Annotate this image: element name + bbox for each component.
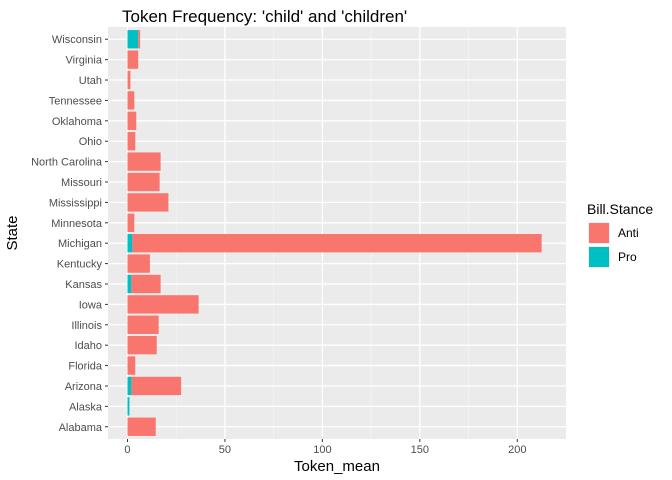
y-tick-label: Missouri (61, 177, 102, 189)
y-tick-label: Mississippi (49, 197, 102, 209)
y-tick-label: Arizona (65, 381, 103, 393)
bar-anti-virginia (127, 50, 139, 69)
x-axis-title: Token_mean (294, 458, 380, 475)
bar-anti-arizona (131, 376, 182, 396)
y-tick-label: Virginia (66, 55, 103, 67)
y-tick-label: Alabama (59, 422, 103, 434)
legend-label-anti: Anti (618, 226, 639, 240)
y-tick-label: Idaho (74, 340, 102, 352)
y-tick-label: Iowa (79, 299, 103, 311)
legend-swatch-anti (589, 223, 609, 243)
y-tick-label: Michigan (58, 238, 102, 250)
y-tick-label: Kentucky (57, 259, 103, 271)
legend: Bill.Stance Anti Pro (587, 201, 653, 268)
bars (127, 30, 542, 436)
y-tick-label: Utah (79, 75, 102, 87)
bar-anti-idaho (127, 336, 157, 355)
y-tick-label: North Carolina (31, 157, 103, 169)
bar-pro-alaska (127, 397, 130, 416)
bar-anti-wisconsin (138, 30, 141, 49)
bar-anti-alabama (127, 417, 156, 436)
x-axis: 0 50 100 150 200 (124, 439, 526, 456)
bar-anti-kansas (131, 274, 161, 294)
major-gridlines (108, 27, 566, 439)
y-axis-title: State (4, 215, 21, 250)
bar-pro-wisconsin (127, 30, 139, 49)
y-tick-label: Kansas (65, 279, 102, 291)
y-tick-label: Florida (68, 361, 103, 373)
x-tick-label: 200 (508, 444, 526, 456)
x-tick-label: 100 (313, 444, 331, 456)
y-tick-label: Illinois (71, 320, 102, 332)
bar-anti-minnesota (127, 213, 135, 232)
bar-anti-missouri (127, 172, 160, 192)
bar-anti-ohio (127, 132, 136, 151)
bar-anti-florida (127, 356, 136, 375)
legend-swatch-pro (589, 247, 609, 267)
bar-anti-tennessee (127, 91, 135, 110)
chart-title: Token Frequency: 'child' and 'children' (122, 7, 407, 26)
bar-anti-mississippi (127, 193, 169, 212)
bar-pro-kansas (127, 274, 132, 294)
bar-anti-utah (127, 70, 131, 90)
bar-anti-illinois (127, 315, 159, 334)
x-tick-label: 0 (124, 444, 130, 456)
bar-anti-kentucky (127, 254, 150, 273)
x-tick-label: 50 (219, 444, 231, 456)
bar-pro-arizona (127, 376, 132, 396)
bar-anti-north-carolina (127, 152, 161, 171)
minor-gridlines (175, 27, 469, 439)
plot-panel (108, 27, 566, 439)
y-tick-label: Minnesota (51, 218, 103, 230)
y-tick-label: Ohio (79, 136, 102, 148)
y-tick-label: Alaska (69, 401, 103, 413)
legend-title: Bill.Stance (587, 201, 653, 217)
bar-anti-michigan (132, 234, 542, 253)
bar-pro-michigan (127, 234, 133, 253)
bar-anti-iowa (127, 295, 199, 314)
legend-label-pro: Pro (618, 250, 637, 264)
x-tick-label: 150 (411, 444, 429, 456)
y-axis: Alabama Alaska Arizona Florida Idaho Illinois… (31, 34, 108, 434)
y-tick-label: Tennessee (49, 95, 102, 107)
bar-anti-oklahoma (127, 111, 137, 130)
y-tick-label: Wisconsin (52, 34, 102, 46)
y-tick-label: Oklahoma (52, 116, 103, 128)
